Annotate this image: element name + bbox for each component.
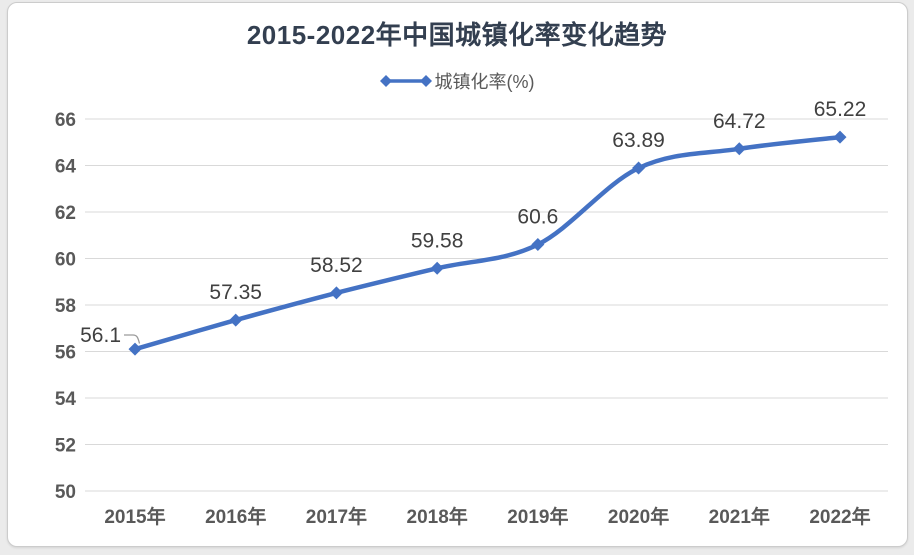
- x-tick-label: 2019年: [507, 505, 568, 528]
- y-tick-label: 62: [55, 203, 76, 224]
- y-tick-label: 52: [55, 436, 76, 457]
- y-tick-label: 58: [55, 296, 76, 317]
- data-label: 64.72: [713, 110, 766, 133]
- x-tick-label: 2020年: [608, 505, 669, 528]
- x-tick-label: 2017年: [306, 505, 367, 528]
- x-tick-label: 2018年: [407, 505, 468, 528]
- data-label: 63.89: [612, 129, 665, 152]
- data-labels: 56.1 57.35 58.52 59.58 60.6 63.89 64.72 65.22: [80, 98, 866, 347]
- data-label: 58.52: [310, 254, 363, 277]
- series-markers: [128, 130, 847, 356]
- data-label: 59.58: [411, 229, 464, 252]
- y-axis-tick-labels: 50 52 54 56 58 60 62 64 66: [55, 110, 77, 503]
- data-point-marker: [732, 142, 746, 156]
- y-tick-label: 60: [55, 250, 76, 271]
- chart-title: 2015-2022年中国城镇化率变化趋势: [246, 20, 668, 50]
- data-label: 60.6: [517, 206, 558, 229]
- data-point-marker: [632, 161, 646, 175]
- data-point-marker: [430, 261, 444, 275]
- y-tick-label: 64: [55, 157, 77, 178]
- data-point-marker: [329, 286, 343, 300]
- data-label: 57.35: [209, 281, 262, 304]
- chart-card: [7, 2, 908, 547]
- series-path: [132, 134, 843, 352]
- x-axis-tick-labels: 2015年 2016年 2017年 2018年 2019年 2020年 2021年 2022年: [104, 505, 870, 528]
- y-tick-label: 50: [55, 482, 76, 503]
- data-point-marker: [833, 130, 847, 144]
- y-gridlines: [85, 118, 888, 492]
- legend-label: 城镇化率(%): [434, 72, 535, 92]
- data-point-marker: [229, 313, 243, 327]
- data-label: 65.22: [814, 98, 867, 121]
- legend: 城镇化率(%): [0, 70, 914, 92]
- x-tick-label: 2021年: [709, 505, 770, 528]
- x-tick-label: 2015年: [104, 505, 165, 528]
- y-tick-label: 66: [55, 110, 76, 131]
- y-tick-label: 54: [55, 389, 77, 410]
- data-label: 56.1: [80, 324, 121, 347]
- legend-line-marker-icon: [379, 75, 432, 87]
- x-tick-label: 2022年: [809, 505, 870, 528]
- data-label-leader-line: [124, 334, 141, 344]
- x-tick-label: 2016年: [205, 505, 266, 528]
- y-tick-label: 56: [55, 343, 76, 364]
- data-point-marker: [531, 238, 545, 252]
- data-point-marker: [128, 342, 142, 356]
- series-line: [132, 134, 843, 352]
